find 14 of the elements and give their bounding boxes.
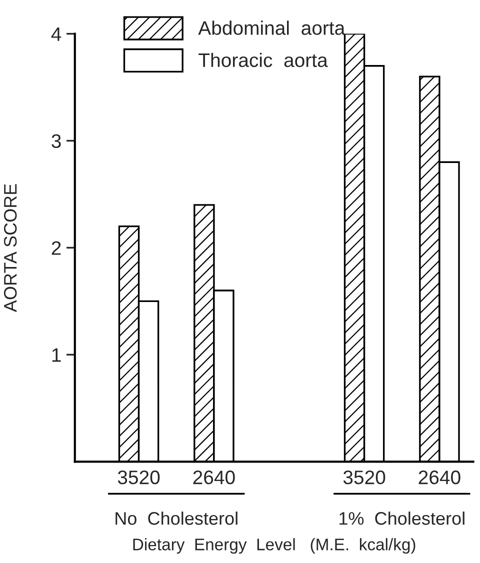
text: 1% Cholesterol bbox=[340, 512, 464, 525]
y-tick-label: 4 bbox=[51, 27, 62, 41]
y-axis-title: AORTA SCORE bbox=[4, 184, 17, 312]
x-tick-label: 2640 bbox=[193, 470, 235, 484]
legend-label: Abdominal aorta bbox=[198, 20, 346, 35]
y-tick-label: 1 bbox=[52, 348, 61, 362]
x-tick-label: 2640 bbox=[418, 470, 460, 484]
x-tick-label: 3520 bbox=[343, 470, 386, 484]
y-tick-label: 2 bbox=[52, 241, 61, 255]
x-tick-label: 3520 bbox=[118, 470, 160, 484]
legend-label: Thoracic aorta bbox=[198, 52, 328, 68]
x-axis-title: Dietary Energy Level (M.E. kcal/kg) bbox=[133, 538, 416, 554]
text: No Cholesterol bbox=[116, 512, 238, 525]
y-tick-label: 3 bbox=[52, 134, 61, 148]
